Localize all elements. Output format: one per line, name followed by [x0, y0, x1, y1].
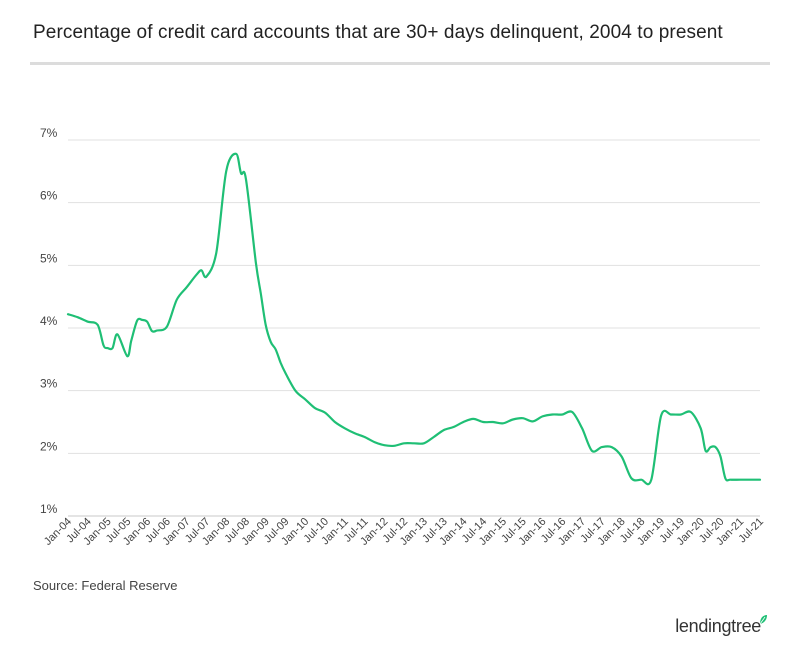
title-divider: [30, 62, 770, 65]
brand-name: lendingtree: [675, 616, 761, 636]
x-axis-tick-labels: Jan-04Jul-04Jan-05Jul-05Jan-06Jul-06Jan-…: [42, 516, 766, 548]
y-tick-label: 7%: [40, 126, 58, 140]
y-axis-tick-labels: 1% 2% 3% 4% 5% 6% 7%: [40, 126, 58, 516]
chart-title: Percentage of credit card accounts that …: [33, 22, 723, 43]
y-tick-label: 2%: [40, 439, 58, 453]
y-tick-label: 1%: [40, 502, 58, 516]
line-chart: 1% 2% 3% 4% 5% 6% 7% Jan-04Jul-04Jan-05Jul-05J…: [40, 126, 766, 548]
brand-logo: lendingtree: [675, 614, 768, 637]
series-layer: [66, 152, 762, 486]
source-note: Source: Federal Reserve: [33, 578, 178, 593]
leaf-icon: [759, 615, 767, 625]
series-line-0: [66, 152, 762, 486]
y-tick-label: 3%: [40, 377, 58, 391]
gridlines: [68, 139, 760, 517]
y-tick-label: 4%: [40, 314, 58, 328]
y-tick-label: 5%: [40, 251, 58, 265]
y-tick-label: 6%: [40, 189, 58, 203]
